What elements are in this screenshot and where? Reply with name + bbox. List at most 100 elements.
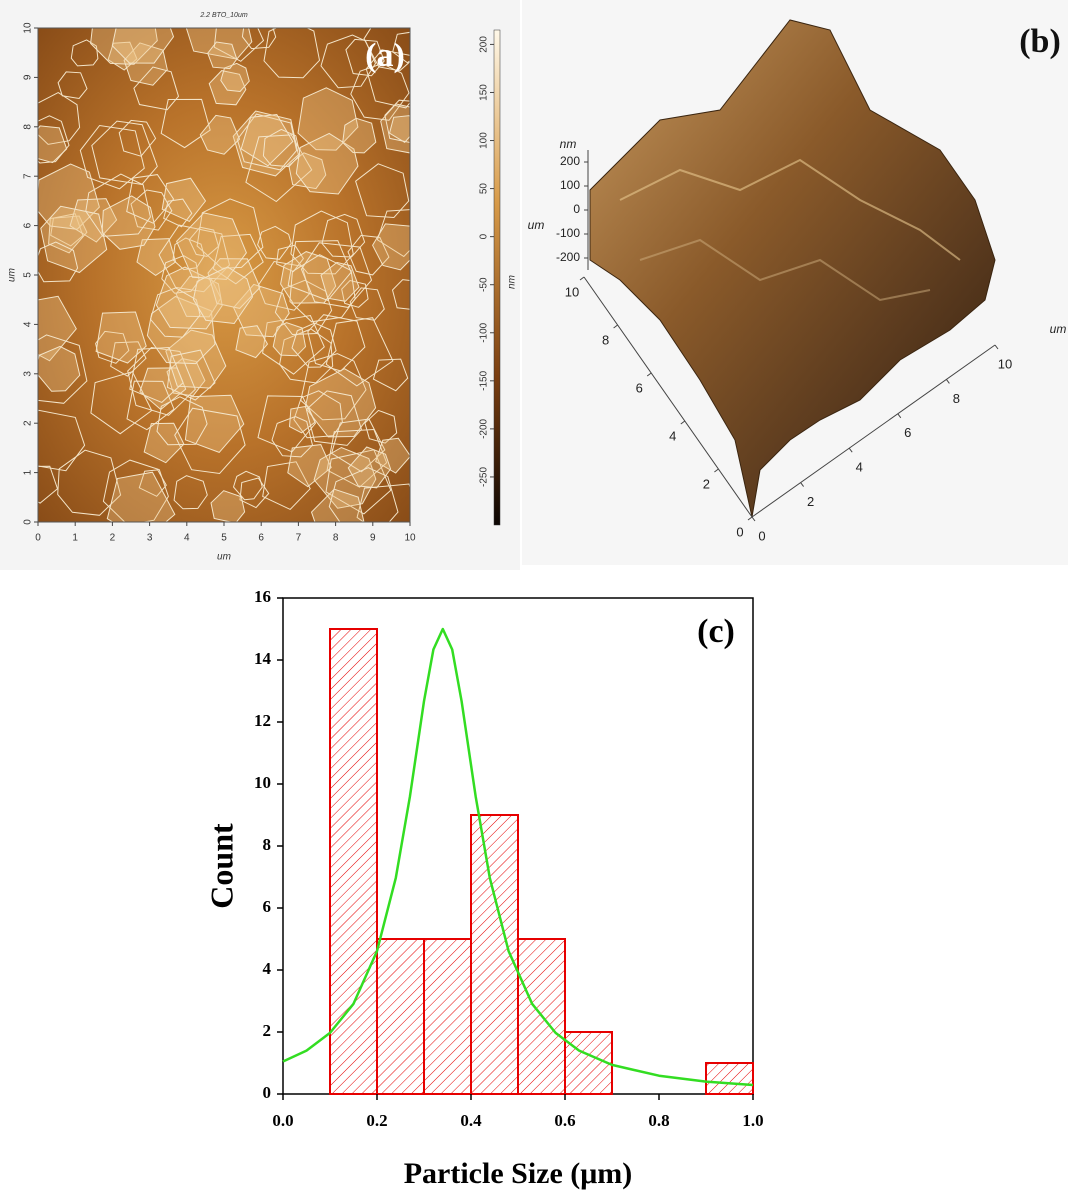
grain [289,254,356,323]
histogram-bar [329,628,378,1095]
grain [356,483,410,522]
grain [363,28,410,72]
grain [57,71,88,100]
grain [38,295,77,362]
image-title: 2.2 BTO_10um [199,12,248,19]
grain [70,39,99,67]
x-tick-label: 3 [147,533,153,544]
grain [38,92,81,145]
grain [38,125,68,164]
grain [328,467,399,522]
grain [158,224,231,293]
z-tick-label: -100 [556,226,580,240]
grain [279,328,334,384]
grain [90,28,158,65]
x-axis-label: um [217,552,231,563]
grain [129,346,184,403]
x-tick-label: 9 [370,533,376,544]
grain [126,380,175,431]
panel-label: (a) [365,37,405,74]
grain [57,449,122,516]
y-tick [579,276,585,281]
x-tick-label: 0.6 [554,1111,575,1130]
grain [291,322,337,368]
x-tick-label: 4 [856,460,863,475]
grain [365,49,410,109]
x-tick [848,447,853,453]
colorbar-tick-label: 150 [479,84,490,101]
y-tick-label: 6 [636,380,643,395]
x-tick-label: 6 [258,533,264,544]
grain [38,334,88,404]
y-tick-label: 0 [263,1083,272,1102]
y-tick-label: 6 [23,222,34,228]
y-tick-label: 10 [565,284,579,299]
grain [232,470,263,501]
y-tick [747,516,753,521]
y-tick-label: 7 [23,173,34,179]
grain [40,205,108,274]
grain [287,444,332,488]
x-tick-label: 5 [221,533,227,544]
grain [293,390,343,439]
grain [95,311,147,364]
y-tick-label: 1 [23,469,34,475]
colorbar-tick-label: 50 [479,183,490,195]
x-tick-label: 0.8 [648,1111,669,1130]
grain [325,317,394,387]
grain [350,63,410,121]
grain [166,349,216,401]
y-tick-label: 5 [23,272,34,278]
y-tick-label: 14 [254,649,272,668]
y-axis [583,276,753,518]
y-tick [714,468,719,473]
grain [241,28,277,50]
grain [176,212,247,280]
grain [38,241,79,283]
grain [90,371,153,435]
y-tick-label: 2 [23,420,34,426]
grain [196,198,264,269]
grain [91,120,158,186]
grain [310,488,365,522]
y-tick-label: 16 [254,587,271,606]
colorbar-tick-label: 0 [479,233,490,239]
z-tick-label: 0 [573,202,580,216]
y-axis-label: Count [203,823,239,909]
grain [388,115,410,143]
grain [212,233,264,285]
colorbar-tick-label: -250 [479,466,490,486]
x-tick-label: 8 [333,533,339,544]
grain [160,98,211,149]
colorbar-tick-label: -100 [479,322,490,342]
histogram-bar [564,1031,613,1095]
grain [300,242,373,308]
grain [123,42,168,86]
grain [375,437,410,474]
grain [199,114,241,155]
grain [110,341,147,377]
histogram-bar [423,938,472,1095]
y-tick-label: 2 [703,476,710,491]
grain [161,255,200,294]
grain [372,358,409,392]
grain [38,345,81,392]
grain [208,70,247,106]
grain [325,449,392,515]
grain [297,87,359,151]
grain [341,279,369,308]
grain [79,124,145,190]
grain [106,471,176,522]
grain-boundaries [38,28,410,522]
grain [300,353,367,421]
y-tick-label: 0 [23,519,34,525]
colorbar-tick-label: 100 [479,132,490,149]
grain [192,266,254,325]
afm-image [38,28,410,522]
grain [272,322,307,357]
y-tick-label: 0 [736,524,743,539]
grain [188,226,220,257]
x-tick-label: 1 [72,533,78,544]
grain [257,395,317,453]
